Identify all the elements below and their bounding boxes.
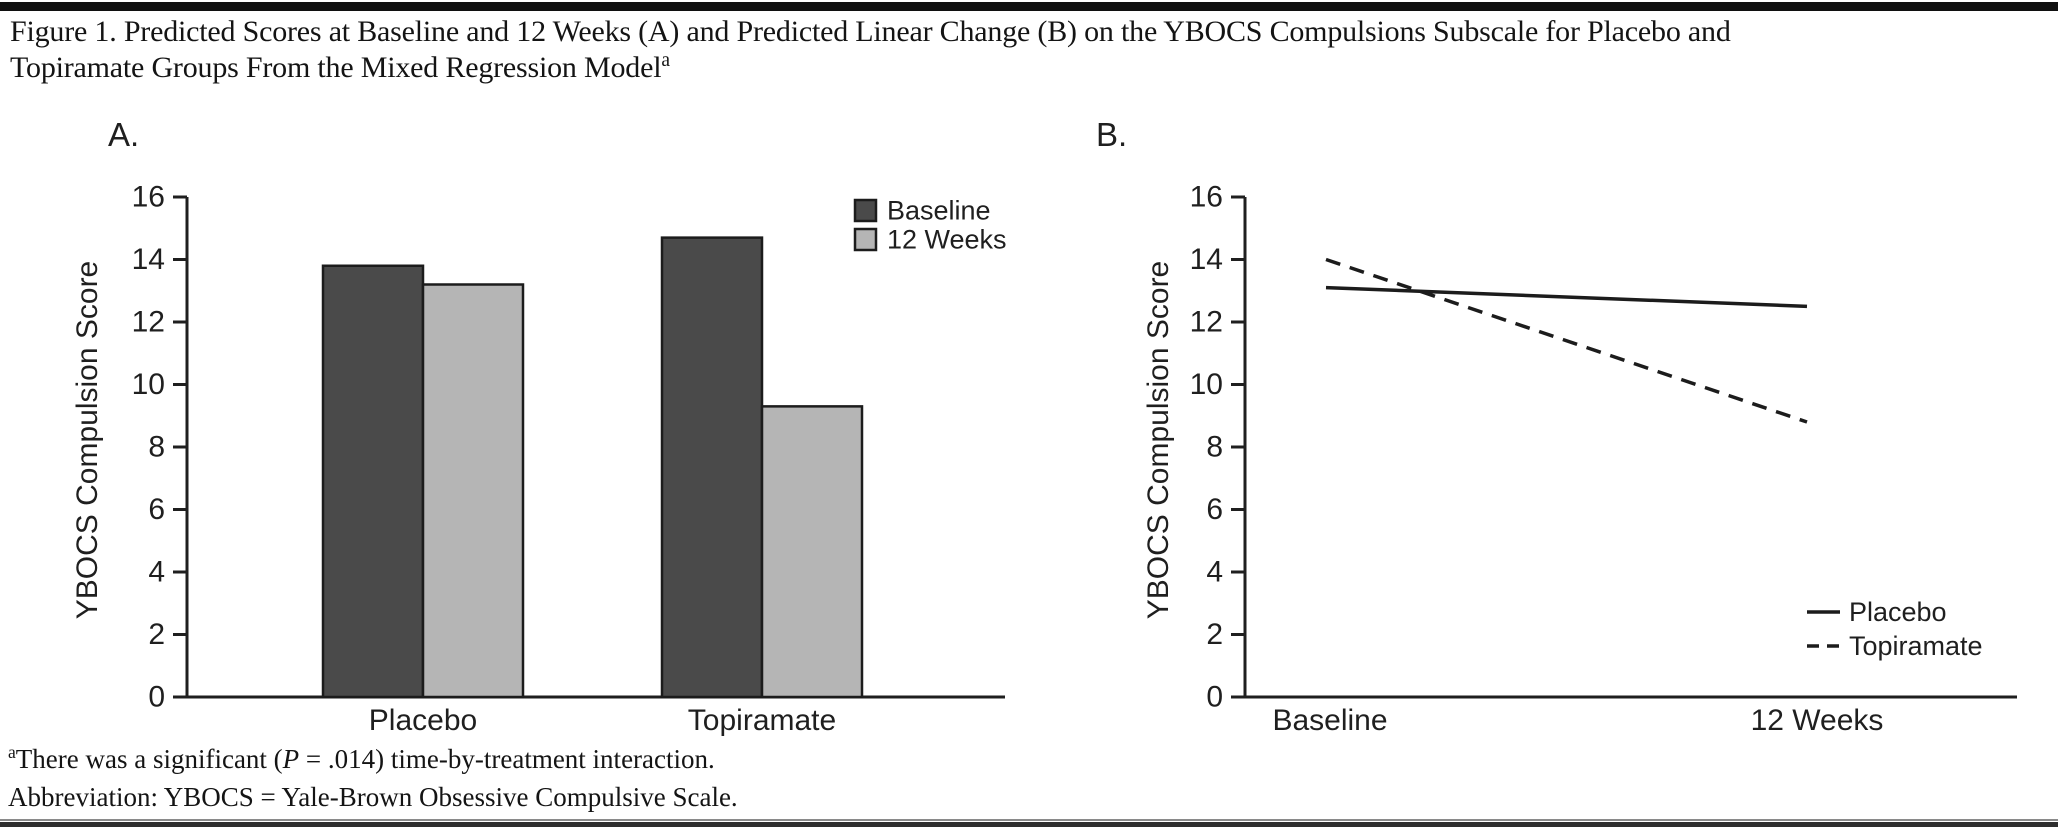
y-tick-label: 8 (148, 431, 165, 464)
y-tick-label: 16 (1190, 181, 1223, 214)
line-chart-panel-b: 0 2 4 6 8 10 12 14 16 YBOCS Compulsion Score Basel… (1142, 181, 2017, 737)
bottom-rule (0, 822, 2058, 827)
line-topiramate (1325, 257, 1808, 424)
y-tick-label: 12 (1190, 306, 1223, 339)
legend-label: Topiramate (1849, 631, 1983, 661)
x-category-label: Placebo (369, 704, 477, 737)
panel-label-a: A. (108, 116, 140, 153)
footnote-abbreviation: Abbreviation: YBOCS = Yale-Brown Obsessi… (8, 782, 738, 812)
y-tick-label: 8 (1206, 431, 1223, 464)
bottom-rule-light (0, 819, 2058, 821)
y-tick-label: 2 (1206, 618, 1223, 651)
y-tick-label: 2 (148, 618, 165, 651)
x-category-label: Topiramate (688, 704, 836, 737)
y-tick-label: 4 (148, 556, 165, 589)
bar-topiramate-baseline (660, 236, 764, 699)
y-tick-label: 6 (148, 493, 165, 526)
figure-footnote: aThere was a significant (P = .014) time… (8, 740, 738, 816)
top-rule (0, 2, 2058, 11)
bar-placebo-baseline (321, 264, 425, 699)
y-tick-label: 0 (1206, 681, 1223, 714)
x-category-label: Baseline (1272, 704, 1387, 737)
y-axis-label: YBOCS Compulsion Score (1142, 261, 1175, 619)
y-tick-label: 14 (1190, 243, 1223, 276)
y-tick-label: 14 (132, 243, 165, 276)
y-tick-label: 4 (1206, 556, 1223, 589)
footnote-p-symbol: P (282, 744, 300, 774)
y-axis-label: YBOCS Compulsion Score (71, 261, 104, 619)
legend-label: 12 Weeks (887, 225, 1007, 255)
y-tick-label: 10 (1190, 368, 1223, 401)
y-tick-label: 16 (132, 181, 165, 214)
legend-swatch (853, 227, 878, 252)
bar-placebo-12-weeks (421, 283, 525, 699)
legend-label: Baseline (887, 196, 991, 226)
x-category-label: 12 Weeks (1751, 704, 1884, 737)
footnote-significance: aThere was a significant (P = .014) time… (8, 740, 738, 778)
legend-swatch (853, 198, 878, 223)
bar-topiramate-12-weeks (760, 405, 864, 699)
figure-title-text: Figure 1. Predicted Scores at Baseline a… (10, 15, 1731, 84)
footnote-text-after-p: = .014) time-by-treatment interaction. (299, 744, 715, 774)
line-placebo (1325, 285, 1808, 309)
y-tick-label: 10 (132, 368, 165, 401)
bar-chart-panel-a: 0 2 4 6 8 10 12 14 16 YBOCS Compulsion Score Place… (71, 181, 1007, 738)
figure-title: Figure 1. Predicted Scores at Baseline a… (10, 14, 1810, 86)
y-tick-label: 12 (132, 306, 165, 339)
footnote-superscript: a (8, 742, 16, 762)
legend-label: Placebo (1849, 597, 1947, 627)
y-tick-label: 6 (1206, 493, 1223, 526)
y-tick-label: 0 (148, 681, 165, 714)
figure-title-superscript: a (661, 50, 670, 71)
footnote-text-before-p: There was a significant ( (15, 744, 283, 774)
panel-label-b: B. (1096, 116, 1128, 153)
